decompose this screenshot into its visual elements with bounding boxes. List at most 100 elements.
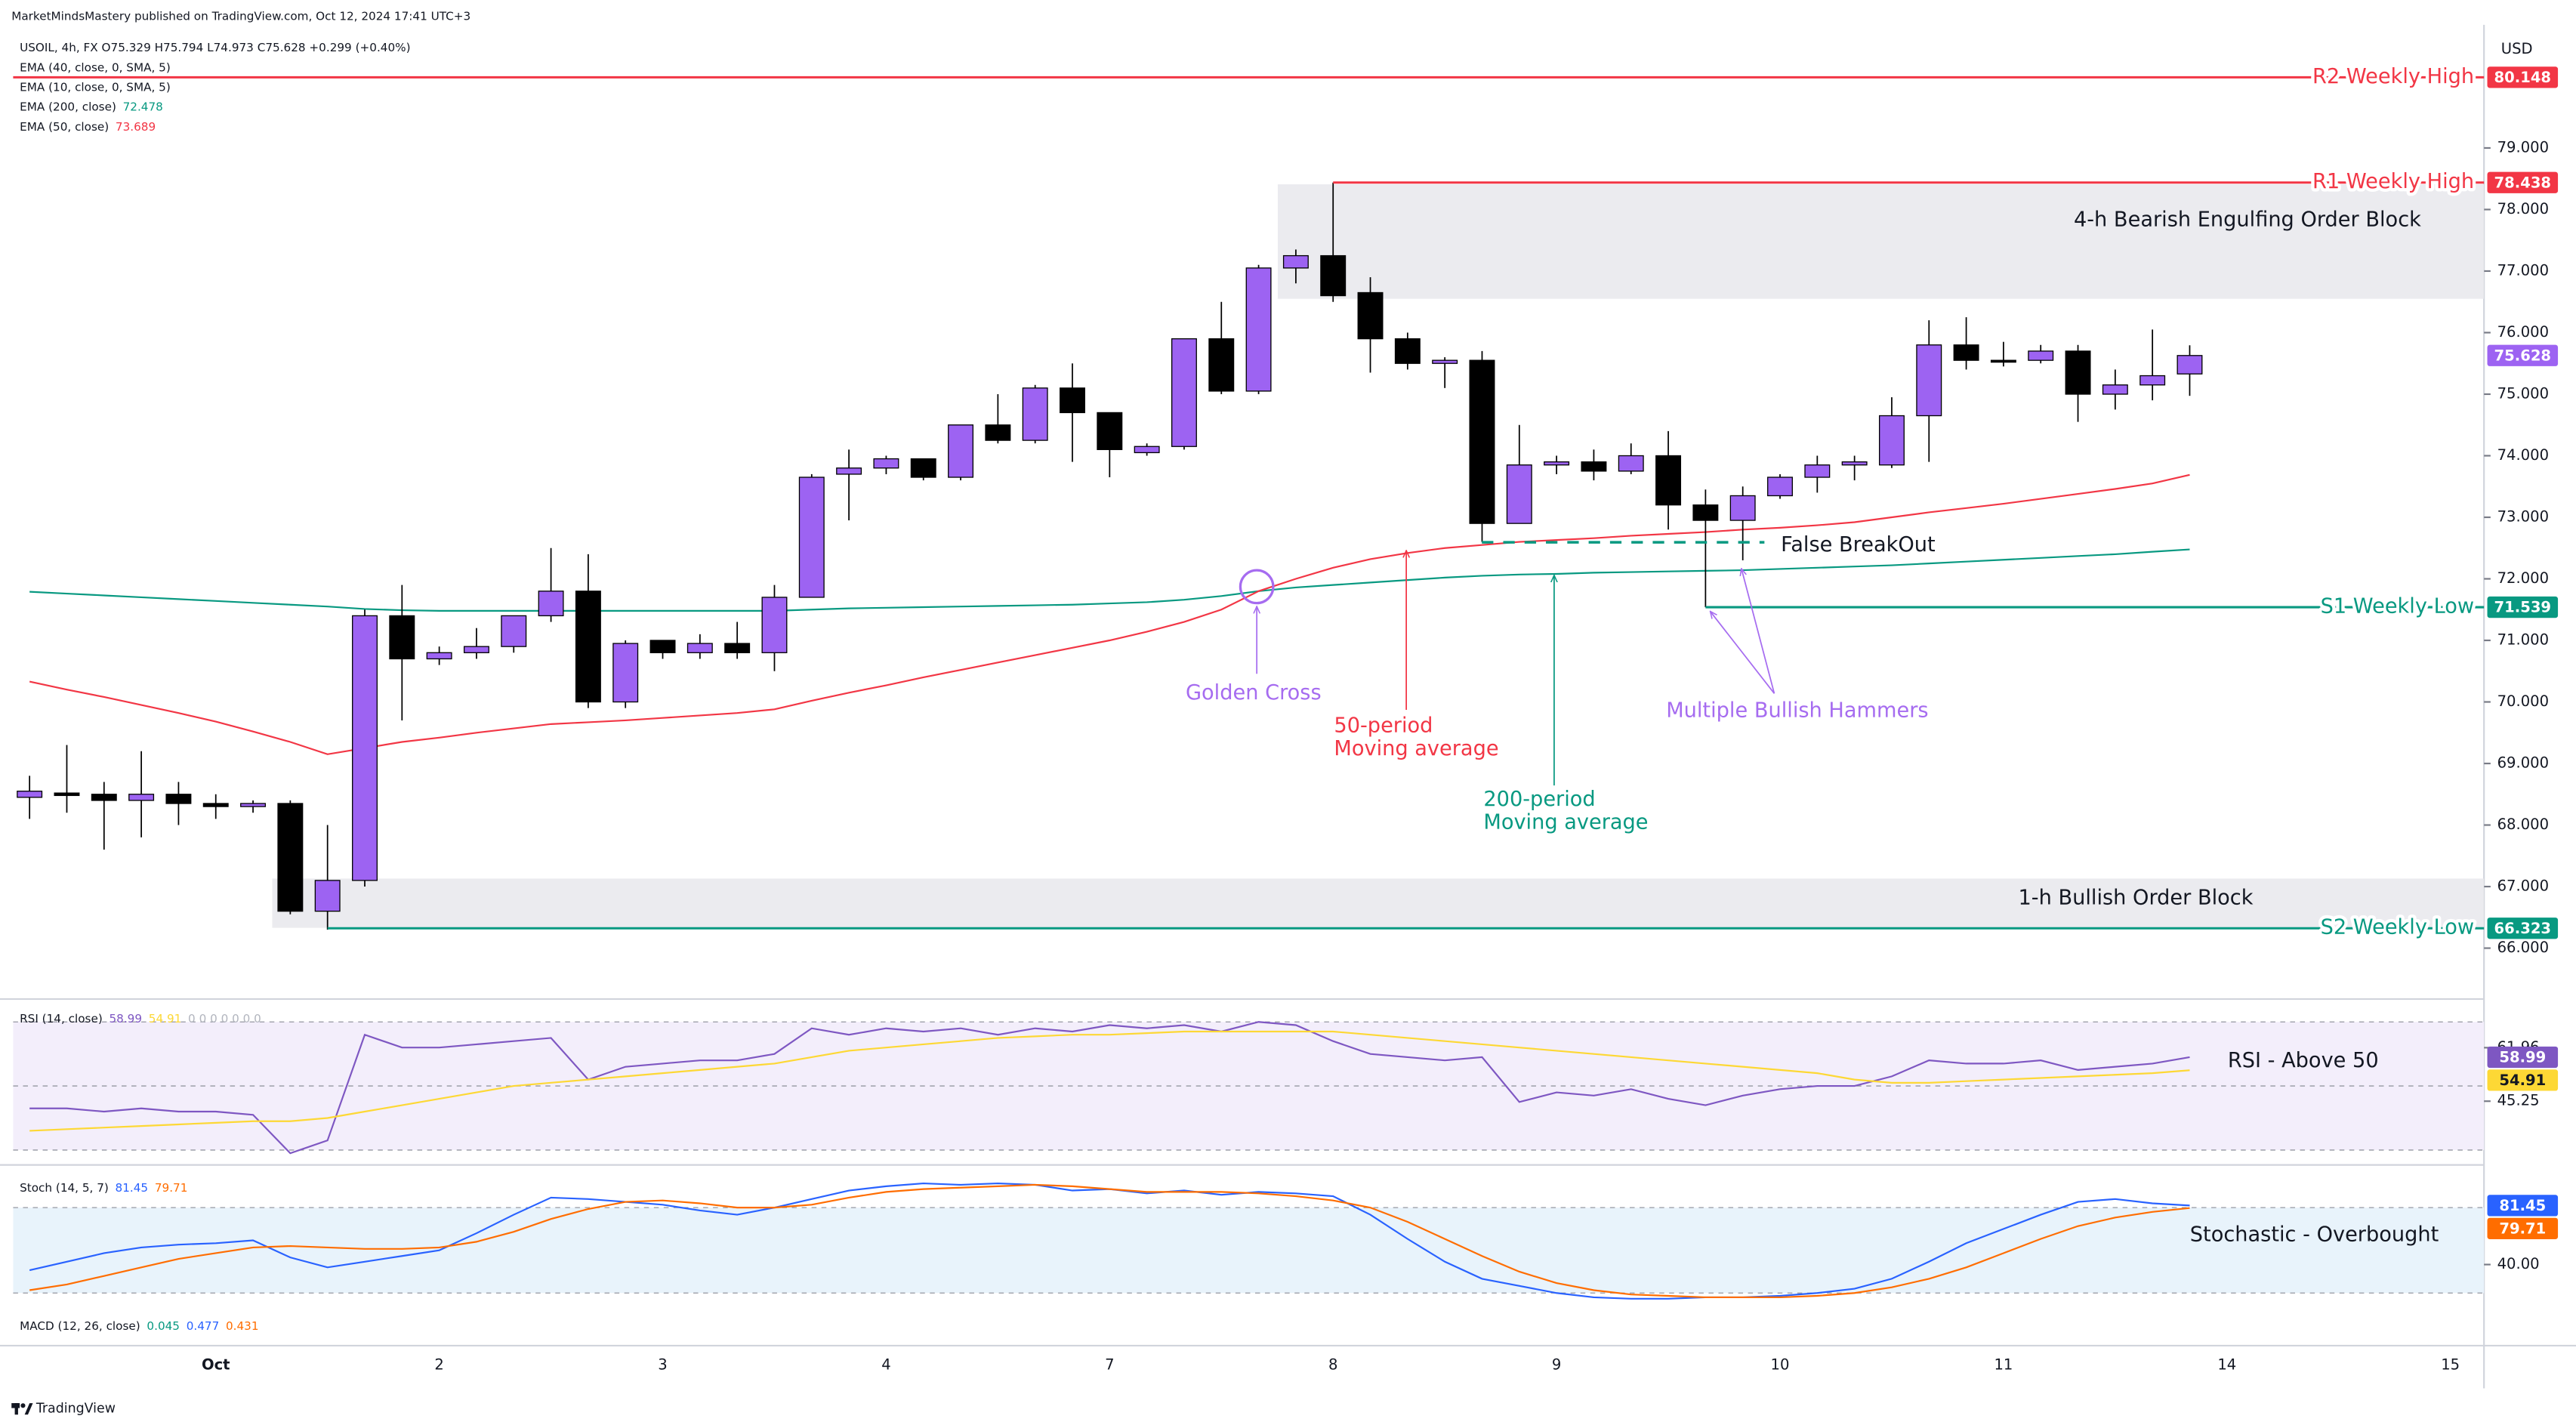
price-tag-label: 78.438 (2494, 174, 2552, 191)
candle-body (985, 424, 1011, 441)
candle-body (1245, 267, 1272, 392)
candle-body (314, 880, 341, 912)
candle-body (761, 597, 788, 653)
y-tick-label: 72.000 (2497, 569, 2549, 587)
candle-body (1097, 412, 1123, 450)
y-tick-label: 77.000 (2497, 261, 2549, 279)
candle-body (1022, 387, 1048, 441)
order-block-zone (272, 878, 2485, 928)
legend-value: 0.045 (147, 1319, 180, 1332)
x-tick-label: 11 (1994, 1356, 2013, 1374)
zone-label: 4-h Bearish Engulfing Order Block (2074, 208, 2421, 231)
y-tick-label: 76.000 (2497, 323, 2549, 341)
candle-body (1767, 477, 1793, 497)
pane-annotation: RSI - Above 50 (2228, 1049, 2379, 1072)
candle-body (1282, 254, 1309, 269)
legend-label: MACD (12, 26, close) (20, 1319, 140, 1332)
level-label: S2 Weekly Low (2321, 916, 2475, 939)
candle-body (1394, 338, 1421, 364)
legend-value: 0.477 (187, 1319, 220, 1332)
y-tick-label: 40.00 (2497, 1255, 2540, 1272)
candle-body (202, 803, 229, 807)
y-tick-label: 69.000 (2497, 754, 2549, 772)
y-unit: USD (2501, 40, 2533, 57)
pane-band-fill (13, 1207, 2485, 1294)
candle-body (724, 643, 751, 653)
annotation: 200-period (1483, 788, 1595, 811)
annotation: Moving average (1483, 811, 1648, 834)
price-tag (2487, 1046, 2559, 1069)
price-tag (2487, 1217, 2559, 1239)
y-tick-label: 75.000 (2497, 384, 2549, 402)
footer-logo (11, 1403, 33, 1415)
candle-body (1134, 446, 1160, 454)
candle-body (426, 652, 452, 660)
x-tick-label: 7 (1105, 1356, 1114, 1374)
y-tick-label: 68.000 (2497, 816, 2549, 833)
candle-body (1729, 495, 1756, 521)
level-label: R2 Weekly High (2312, 65, 2474, 88)
candle-body (2028, 350, 2054, 361)
price-tag-label: 81.45 (2499, 1197, 2546, 1214)
legend-row: MACD (12, 26, close) 0.045 0.477 0.431 (20, 1319, 258, 1332)
zone-label: 1-h Bullish Order Block (2018, 887, 2253, 910)
legend-row: EMA (40, close, 0, SMA, 5) (20, 60, 171, 74)
annotation-arrow (1741, 569, 1775, 694)
legend-label: EMA (10, close, 0, SMA, 5) (20, 80, 171, 94)
candle-body (1060, 387, 1085, 414)
candle-body (1506, 464, 1532, 524)
candle-body (1320, 254, 1347, 297)
symbol-line: USOIL, 4h, FX O75.329 H75.794 L74.973 C7… (20, 41, 410, 54)
legend-value: 54.91 (149, 1012, 182, 1026)
candle-body (2176, 355, 2203, 375)
candle-body (1357, 291, 1384, 340)
legend-value: 58.99 (109, 1012, 142, 1026)
annotation: Multiple Bullish Hammers (1666, 699, 1928, 723)
candle-body (1878, 415, 1905, 466)
candle-body (836, 467, 862, 475)
annotation: Moving average (1334, 737, 1498, 760)
price-tag-label: 71.539 (2494, 599, 2552, 616)
legend-row: RSI (14, close) 58.99 54.91 0 0 0 0 0 0 0 (20, 1012, 261, 1026)
candle-body (1953, 344, 1979, 361)
y-tick-label: 67.000 (2497, 877, 2549, 895)
annotation: 50-period (1334, 714, 1433, 737)
x-tick-label: 4 (881, 1356, 890, 1374)
level-label: S1 Weekly Low (2321, 595, 2475, 618)
y-tick-label: 73.000 (2497, 507, 2549, 525)
x-tick-label: Oct (202, 1356, 230, 1374)
y-tick-label: 66.000 (2497, 939, 2549, 956)
legend-row: EMA (200, close) 72.478 (20, 100, 163, 113)
candle-body (463, 646, 489, 653)
legend-label: EMA (50, close) (20, 119, 109, 133)
candle-body (128, 794, 155, 801)
price-tag-label: 75.628 (2494, 347, 2552, 364)
y-tick-label: 74.000 (2497, 446, 2549, 464)
price-tag (2487, 66, 2559, 88)
pane-annotation: Stochastic - Overbought (2190, 1223, 2439, 1247)
candle-body (910, 458, 936, 478)
candle-body (91, 794, 117, 801)
legend-row: Stoch (14, 5, 7) 81.45 79.71 (20, 1181, 187, 1195)
candle-body (277, 803, 304, 912)
annotation: Golden Cross (1186, 681, 1322, 705)
candle-body (1655, 455, 1682, 506)
price-tag (2487, 171, 2559, 193)
ema-line (29, 548, 2190, 612)
candle-body (1692, 504, 1719, 521)
indicator-line (29, 1183, 2190, 1299)
price-tag-label: 54.91 (2499, 1072, 2546, 1089)
y-tick-label: 78.000 (2497, 200, 2549, 217)
candle-body (1581, 461, 1607, 472)
candle-body (1171, 338, 1197, 447)
annotation-arrow (1711, 612, 1775, 694)
indicator-line (29, 1030, 2190, 1132)
x-tick-label: 8 (1328, 1356, 1337, 1374)
y-tick-label: 71.000 (2497, 631, 2549, 649)
candle-body (1208, 338, 1235, 392)
x-tick-label: 9 (1552, 1356, 1561, 1374)
candle-body (352, 615, 378, 881)
annotation: False BreakOut (1781, 533, 1936, 557)
legend-label: RSI (14, close) (20, 1012, 103, 1026)
